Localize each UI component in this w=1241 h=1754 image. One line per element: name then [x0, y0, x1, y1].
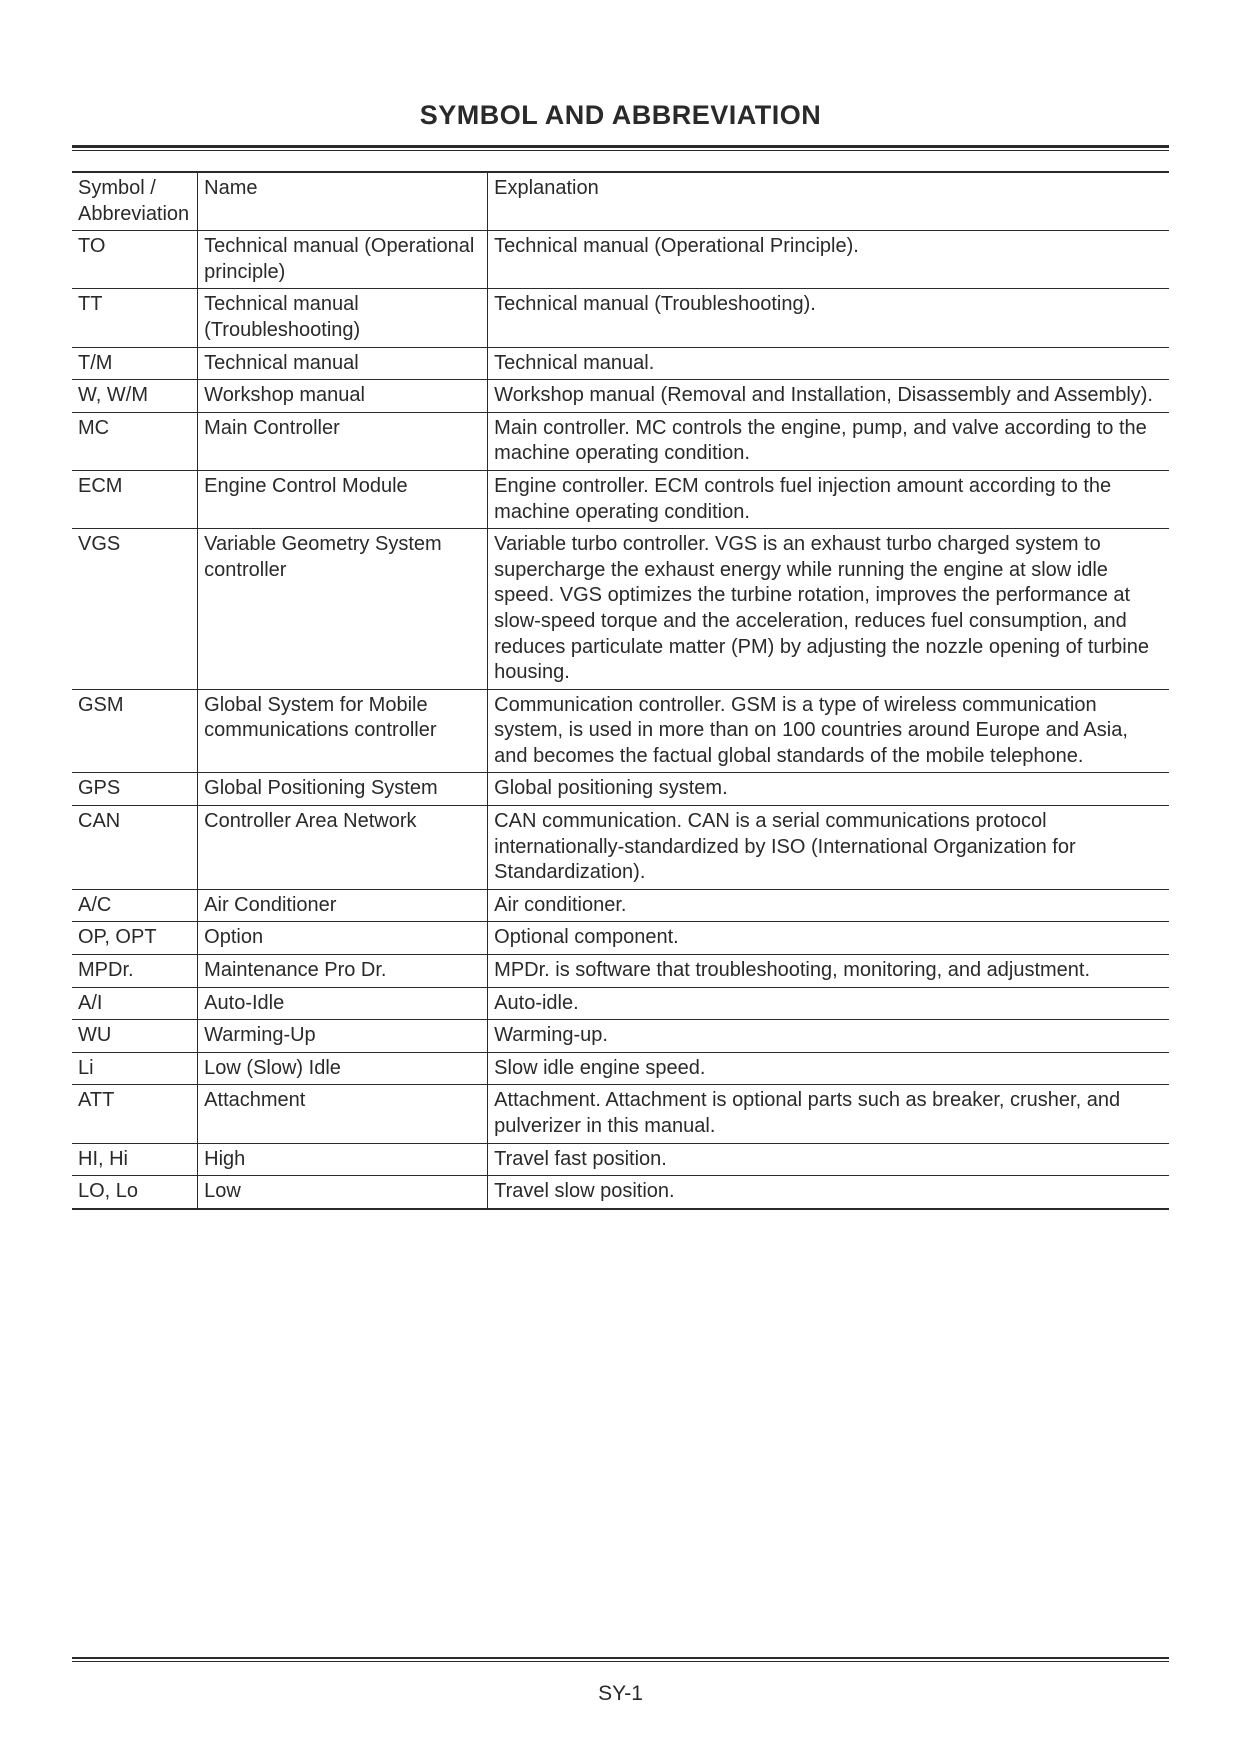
table-row: ECMEngine Control ModuleEngine controlle…	[72, 470, 1169, 528]
cell-symbol: WU	[72, 1020, 198, 1053]
cell-symbol: A/C	[72, 889, 198, 922]
title-rule	[72, 145, 1169, 151]
cell-symbol: T/M	[72, 347, 198, 380]
cell-name: Low	[198, 1176, 488, 1209]
table-body: TOTechnical manual (Operational principl…	[72, 231, 1169, 1209]
cell-explanation: Technical manual (Troubleshooting).	[488, 289, 1169, 347]
table-row: MCMain ControllerMain controller. MC con…	[72, 412, 1169, 470]
cell-symbol: Li	[72, 1052, 198, 1085]
cell-symbol: ECM	[72, 470, 198, 528]
cell-symbol: LO, Lo	[72, 1176, 198, 1209]
cell-symbol: MPDr.	[72, 955, 198, 988]
table-row: LiLow (Slow) IdleSlow idle engine speed.	[72, 1052, 1169, 1085]
cell-explanation: Travel slow position.	[488, 1176, 1169, 1209]
cell-symbol: CAN	[72, 806, 198, 890]
abbreviation-table: Symbol / Abbreviation Name Explanation T…	[72, 171, 1169, 1210]
cell-explanation: Main controller. MC controls the engine,…	[488, 412, 1169, 470]
cell-name: Technical manual (Troubleshooting)	[198, 289, 488, 347]
cell-name: Global System for Mobile communications …	[198, 689, 488, 773]
page: SYMBOL AND ABBREVIATION Symbol / Abbrevi…	[0, 0, 1241, 1754]
cell-explanation: Optional component.	[488, 922, 1169, 955]
cell-explanation: Auto-idle.	[488, 987, 1169, 1020]
cell-name: Controller Area Network	[198, 806, 488, 890]
table-row: LO, LoLowTravel slow position.	[72, 1176, 1169, 1209]
cell-name: Air Conditioner	[198, 889, 488, 922]
table-row: T/MTechnical manualTechnical manual.	[72, 347, 1169, 380]
cell-explanation: Communication controller. GSM is a type …	[488, 689, 1169, 773]
table-row: A/CAir ConditionerAir conditioner.	[72, 889, 1169, 922]
cell-name: High	[198, 1143, 488, 1176]
cell-symbol: ATT	[72, 1085, 198, 1143]
table-row: MPDr.Maintenance Pro Dr.MPDr. is softwar…	[72, 955, 1169, 988]
cell-symbol: TT	[72, 289, 198, 347]
cell-symbol: TO	[72, 231, 198, 289]
cell-name: Engine Control Module	[198, 470, 488, 528]
cell-name: Technical manual (Operational principle)	[198, 231, 488, 289]
cell-symbol: A/I	[72, 987, 198, 1020]
cell-explanation: Slow idle engine speed.	[488, 1052, 1169, 1085]
col-header-symbol: Symbol / Abbreviation	[72, 172, 198, 231]
table-row: TTTechnical manual (Troubleshooting)Tech…	[72, 289, 1169, 347]
col-header-explanation: Explanation	[488, 172, 1169, 231]
cell-name: Option	[198, 922, 488, 955]
cell-symbol: MC	[72, 412, 198, 470]
table-row: WUWarming-UpWarming-up.	[72, 1020, 1169, 1053]
cell-symbol: W, W/M	[72, 380, 198, 413]
cell-explanation: Attachment. Attachment is optional parts…	[488, 1085, 1169, 1143]
cell-name: Auto-Idle	[198, 987, 488, 1020]
cell-name: Global Positioning System	[198, 773, 488, 806]
cell-explanation: CAN communication. CAN is a serial commu…	[488, 806, 1169, 890]
cell-name: Technical manual	[198, 347, 488, 380]
table-row: GPSGlobal Positioning SystemGlobal posit…	[72, 773, 1169, 806]
table-row: HI, HiHighTravel fast position.	[72, 1143, 1169, 1176]
page-number: SY-1	[0, 1682, 1241, 1706]
cell-name: Attachment	[198, 1085, 488, 1143]
table-row: ATTAttachmentAttachment. Attachment is o…	[72, 1085, 1169, 1143]
footer-rule	[72, 1657, 1169, 1662]
table-row: TOTechnical manual (Operational principl…	[72, 231, 1169, 289]
cell-explanation: Air conditioner.	[488, 889, 1169, 922]
cell-explanation: Engine controller. ECM controls fuel inj…	[488, 470, 1169, 528]
cell-name: Variable Geometry System controller	[198, 529, 488, 690]
page-title: SYMBOL AND ABBREVIATION	[72, 100, 1169, 131]
cell-explanation: Variable turbo controller. VGS is an exh…	[488, 529, 1169, 690]
table-header-row: Symbol / Abbreviation Name Explanation	[72, 172, 1169, 231]
cell-name: Workshop manual	[198, 380, 488, 413]
cell-symbol: GSM	[72, 689, 198, 773]
cell-symbol: OP, OPT	[72, 922, 198, 955]
cell-explanation: MPDr. is software that troubleshooting, …	[488, 955, 1169, 988]
table-row: VGSVariable Geometry System controllerVa…	[72, 529, 1169, 690]
cell-explanation: Workshop manual (Removal and Installatio…	[488, 380, 1169, 413]
col-header-name: Name	[198, 172, 488, 231]
cell-explanation: Warming-up.	[488, 1020, 1169, 1053]
cell-name: Main Controller	[198, 412, 488, 470]
cell-symbol: HI, Hi	[72, 1143, 198, 1176]
cell-explanation: Travel fast position.	[488, 1143, 1169, 1176]
table-row: A/IAuto-IdleAuto-idle.	[72, 987, 1169, 1020]
table-row: W, W/MWorkshop manualWorkshop manual (Re…	[72, 380, 1169, 413]
cell-name: Warming-Up	[198, 1020, 488, 1053]
cell-explanation: Global positioning system.	[488, 773, 1169, 806]
table-row: GSMGlobal System for Mobile communicatio…	[72, 689, 1169, 773]
cell-name: Low (Slow) Idle	[198, 1052, 488, 1085]
cell-symbol: VGS	[72, 529, 198, 690]
cell-symbol: GPS	[72, 773, 198, 806]
table-row: OP, OPTOptionOptional component.	[72, 922, 1169, 955]
table-row: CANController Area NetworkCAN communicat…	[72, 806, 1169, 890]
cell-name: Maintenance Pro Dr.	[198, 955, 488, 988]
cell-explanation: Technical manual (Operational Principle)…	[488, 231, 1169, 289]
cell-explanation: Technical manual.	[488, 347, 1169, 380]
